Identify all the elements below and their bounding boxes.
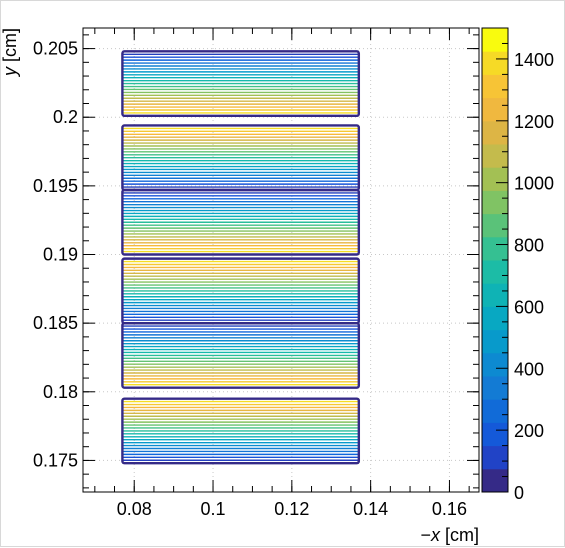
colorbar-tick-label: 800: [514, 236, 544, 256]
x-tick-label: 0.12: [274, 499, 309, 519]
contour-band: [121, 124, 361, 192]
contour-band: [121, 188, 361, 256]
colorbar-cell: [482, 422, 508, 447]
x-axis-title: −x [cm]: [420, 525, 479, 545]
colorbar-cell: [482, 260, 508, 284]
plot-frame: [82, 27, 480, 493]
colorbar-cell: [482, 329, 508, 354]
y-tick-label: 0.18: [43, 382, 78, 402]
x-tick-label: 0.14: [353, 499, 388, 519]
colorbar-cell: [482, 283, 508, 307]
y-tick-label: 0.19: [43, 245, 78, 265]
contour-band: [121, 257, 361, 325]
contour-outline: [121, 124, 361, 192]
contour-outline: [121, 397, 361, 465]
colorbar-cell: [482, 399, 508, 423]
colorbar: 0 200 400 600 800 1000 1200 1400: [481, 27, 554, 503]
colorbar-cell: [482, 236, 508, 261]
y-tick-label: 0.185: [33, 313, 78, 333]
contour-layer: [121, 50, 361, 465]
colorbar-tick-label: 400: [514, 359, 544, 379]
contour-band: [121, 397, 361, 465]
colorbar-tick-label: 0: [514, 483, 524, 503]
contour-outline: [121, 257, 361, 325]
y-tick-label: 0.205: [33, 39, 78, 59]
y-tick-label: 0.2: [53, 107, 78, 127]
colorbar-tick-label: 200: [514, 421, 544, 441]
colorbar-cell: [482, 468, 508, 493]
colorbar-tick-label: 600: [514, 297, 544, 317]
x-tick-label: 0.1: [201, 499, 226, 519]
grid-layer: [83, 28, 479, 492]
colorbar-cell: [482, 28, 508, 52]
colorbar-cell: [482, 376, 508, 400]
y-tick-label: 0.195: [33, 176, 78, 196]
colorbar-cell: [482, 120, 508, 145]
y-tick-label: 0.175: [33, 450, 78, 470]
contour-band: [121, 321, 361, 389]
colorbar-cell: [482, 352, 508, 377]
colorbar-cell: [482, 97, 508, 122]
colorbar-cell: [482, 74, 508, 99]
contour-outline: [121, 50, 361, 118]
x-tick-label: 0.16: [432, 499, 467, 519]
colorbar-cell: [482, 306, 508, 331]
colorbar-tick-label: 1000: [514, 174, 554, 194]
colorbar-cell: [482, 167, 508, 191]
colorbar-cell: [482, 144, 508, 168]
colorbar-cell: [482, 445, 508, 470]
colorbar-tick-label: 1200: [514, 112, 554, 132]
colorbar-cell: [482, 213, 508, 238]
colorbar-cell: [482, 190, 508, 215]
colorbar-cell: [482, 51, 508, 75]
contour-band: [121, 50, 361, 118]
colorbar-tick-label: 1400: [514, 50, 554, 70]
axis-layer: 0.08 0.1 0.12 0.14 0.16 0.175 0.18 0.185 0.19 0.1…: [33, 28, 479, 519]
x-tick-label: 0.08: [117, 499, 152, 519]
y-axis-title: y [cm]: [1, 28, 20, 78]
